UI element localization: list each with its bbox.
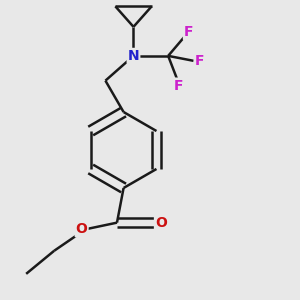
Text: F: F bbox=[195, 54, 204, 68]
Text: O: O bbox=[76, 222, 88, 236]
Text: F: F bbox=[184, 25, 194, 39]
Text: N: N bbox=[128, 49, 139, 63]
Text: O: O bbox=[155, 216, 167, 230]
Text: F: F bbox=[173, 79, 183, 93]
